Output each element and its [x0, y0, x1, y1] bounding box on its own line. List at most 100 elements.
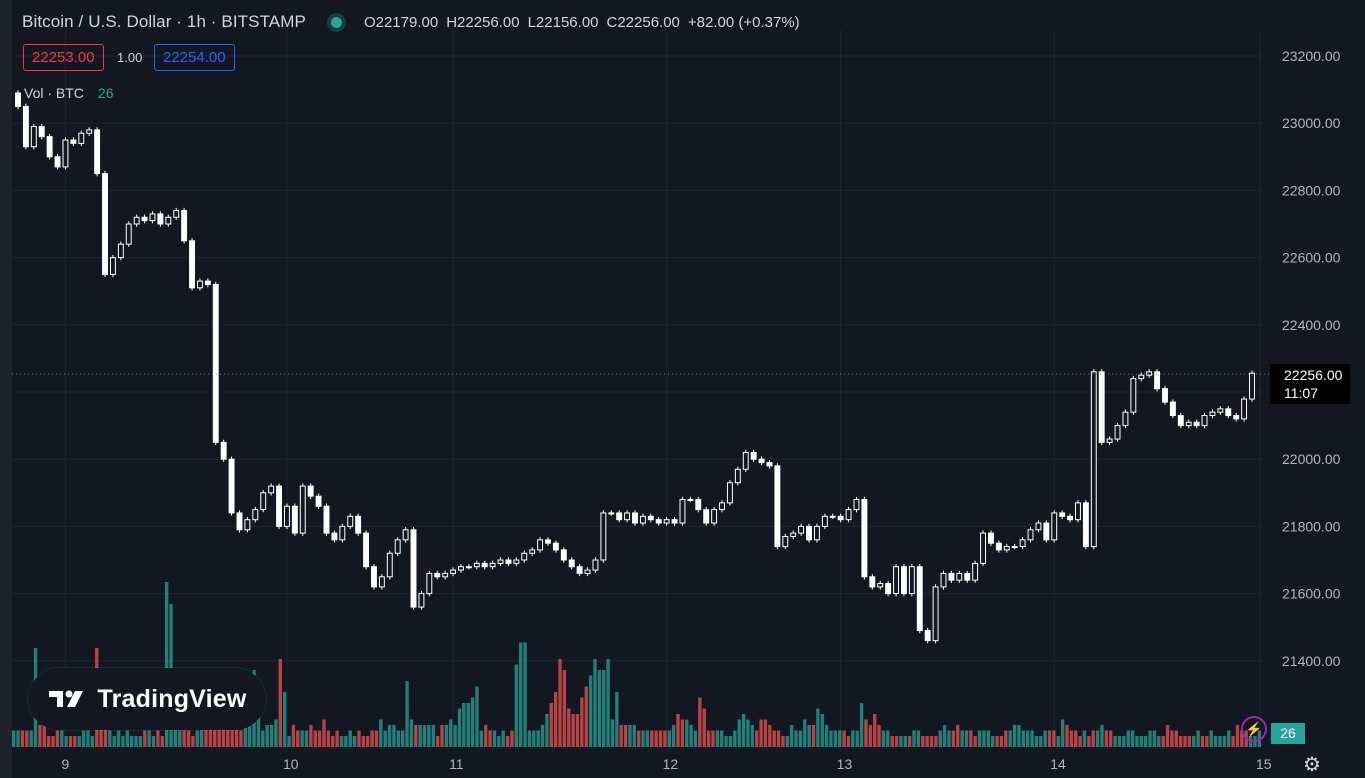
candle-body — [726, 482, 733, 504]
volume-bar — [925, 736, 929, 747]
volume-bar — [549, 703, 553, 747]
last-price-value: 22256.00 — [1284, 367, 1343, 383]
volume-bar — [645, 730, 650, 747]
volume-bar — [234, 725, 239, 747]
candle-body — [916, 566, 923, 632]
candle-body — [806, 525, 812, 541]
volume-bar — [1117, 736, 1122, 747]
volume-bar — [824, 725, 829, 747]
candle-body — [189, 240, 195, 289]
candle-body — [885, 583, 892, 595]
tradingview-logo[interactable]: TradingView — [28, 668, 266, 730]
candle-body — [371, 566, 377, 588]
volume-bar — [868, 725, 873, 747]
volume-bar — [287, 736, 291, 747]
candle-body — [750, 451, 757, 460]
volume-bar — [956, 725, 960, 747]
candle-body — [829, 515, 836, 518]
volume-bar — [1113, 736, 1117, 747]
volume-bar — [785, 736, 789, 747]
volume-bar — [702, 708, 706, 747]
open-value: O22179.00 — [363, 13, 439, 31]
y-tick-label: 21800.00 — [1282, 518, 1341, 534]
volume-bar — [667, 730, 671, 747]
candle-body — [647, 515, 654, 521]
volume-bar — [269, 725, 274, 747]
candle-body — [893, 566, 899, 595]
volume-bar — [1039, 736, 1043, 747]
y-tick-label: 22000.00 — [1282, 451, 1341, 467]
candle-body — [552, 542, 559, 551]
volume-bar — [1109, 730, 1113, 747]
candle-body — [908, 566, 915, 595]
volume-bar — [1196, 730, 1200, 747]
volume-bar — [1069, 730, 1074, 747]
volume-bar — [728, 736, 733, 747]
candle-body — [877, 583, 884, 588]
candle-body — [276, 485, 282, 527]
volume-bar — [182, 725, 186, 747]
volume-bar — [584, 686, 588, 747]
tradingview-logo-text: TradingView — [97, 684, 247, 713]
volume-bar — [1209, 730, 1213, 747]
buy-price-button[interactable]: 22254.00 — [154, 44, 235, 71]
candle-body — [339, 525, 346, 541]
volume-bar — [532, 730, 536, 747]
volume-bar — [575, 714, 580, 747]
candle-body — [78, 132, 85, 144]
volume-bar — [706, 730, 711, 747]
volume-bar — [654, 730, 658, 747]
volume-bar — [995, 736, 999, 747]
volume-bar — [335, 730, 339, 747]
candle-body — [742, 451, 749, 470]
volume-bar — [921, 736, 925, 747]
volume-legend[interactable]: Vol · BTC 26 — [24, 85, 113, 101]
candle-body — [299, 485, 306, 534]
lightning-icon[interactable]: ⚡ — [1241, 716, 1267, 742]
candle-body — [521, 552, 528, 561]
candle-body — [347, 515, 354, 527]
volume-bar — [610, 719, 615, 747]
candle-body — [1051, 512, 1058, 541]
candle-body — [505, 559, 512, 564]
symbol-title[interactable]: Bitcoin / U.S. Dollar · 1h · BITSTAMP — [22, 12, 306, 31]
candle-body — [861, 499, 868, 578]
volume-bar — [326, 730, 331, 747]
volume-bar — [322, 719, 326, 747]
volume-bar — [116, 730, 121, 747]
volume-bar — [366, 736, 370, 747]
volume-bar — [427, 725, 431, 747]
volume-bar — [733, 730, 737, 747]
candle-body — [940, 572, 947, 588]
candle-body — [813, 525, 820, 541]
candle-body — [1067, 515, 1074, 521]
candle-body — [853, 499, 860, 511]
volume-bar — [108, 730, 112, 747]
market-status-dot — [330, 16, 342, 28]
volume-bar — [138, 736, 143, 747]
candle-body — [719, 502, 725, 511]
volume-bar — [309, 725, 313, 747]
volume-bar — [1157, 736, 1161, 747]
candle-body — [1217, 408, 1224, 413]
volume-bar — [510, 730, 514, 747]
volume-bar — [685, 719, 689, 747]
volume-bar — [243, 725, 248, 747]
volume-bar — [977, 730, 982, 747]
candle-body — [663, 519, 670, 524]
volume-bar — [938, 730, 942, 747]
candle-body — [845, 509, 852, 521]
volume-bar — [86, 730, 90, 747]
volume-bar — [999, 736, 1004, 747]
sell-price-button[interactable]: 22253.00 — [23, 44, 104, 71]
volume-bar — [553, 692, 558, 747]
volume-bar — [186, 730, 191, 747]
volume-bar — [90, 736, 95, 747]
volume-bar — [400, 730, 405, 747]
volume-bar — [99, 725, 103, 747]
settings-gear-icon[interactable]: ⚙ — [1303, 754, 1321, 776]
candle-body — [355, 515, 362, 534]
volume-bar — [1052, 730, 1056, 747]
volume-bar — [134, 736, 138, 747]
